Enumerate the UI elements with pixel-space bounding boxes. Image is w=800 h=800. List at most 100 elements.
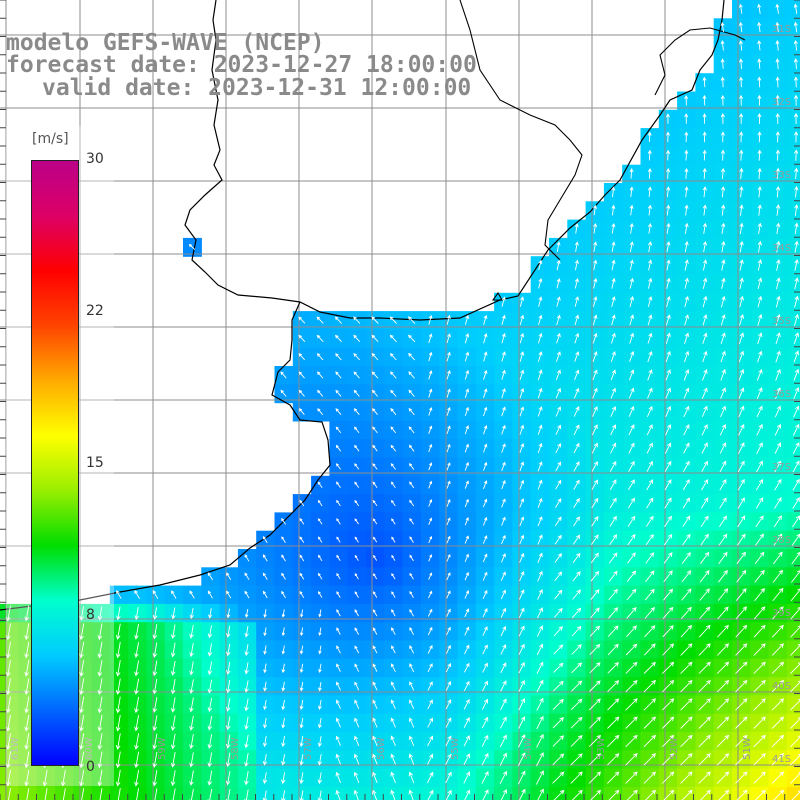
wind-arrow <box>482 662 488 673</box>
wind-arrow <box>372 426 378 434</box>
wind-arrow <box>79 769 85 787</box>
wind-arrow <box>738 332 745 345</box>
wind-arrow <box>464 644 470 655</box>
wind-arrow <box>134 769 140 787</box>
wind-arrow <box>720 314 726 326</box>
wind-arrow <box>757 277 763 290</box>
wind-arrow <box>115 696 121 714</box>
colorbar <box>31 160 79 766</box>
wind-arrow <box>702 314 708 326</box>
wind-arrow <box>24 678 30 696</box>
wind-arrow <box>354 663 360 672</box>
wind-arrow <box>280 371 287 379</box>
model-title: modelo GEFS-WAVE (NCEP) <box>6 30 325 56</box>
wind-arrow <box>737 442 745 454</box>
wind-arrow <box>299 736 304 748</box>
wind-arrow <box>482 535 488 544</box>
wind-arrow <box>608 552 618 564</box>
wind-arrow <box>335 735 341 746</box>
longitude-label: 55W <box>450 737 461 760</box>
wind-arrow <box>372 735 378 747</box>
wind-arrow <box>408 735 415 747</box>
wind-arrow <box>588 753 602 766</box>
wind-arrow <box>646 424 653 436</box>
wind-arrow <box>536 733 544 748</box>
wind-arrow <box>316 334 324 343</box>
wind-arrow <box>757 21 762 33</box>
wind-arrow <box>408 407 415 416</box>
wind-arrow <box>501 534 506 545</box>
wind-arrow <box>571 644 582 655</box>
wind-arrow <box>299 627 304 637</box>
wind-arrow <box>716 734 730 748</box>
wind-arrow <box>702 277 708 290</box>
wind-arrow <box>574 296 580 307</box>
wind-arrow <box>661 679 675 693</box>
wind-arrow <box>335 463 341 470</box>
wind-arrow <box>170 642 176 658</box>
wind-arrow <box>666 241 671 253</box>
wind-arrow <box>408 717 415 728</box>
wind-arrow <box>24 660 30 677</box>
wind-arrow <box>428 554 433 562</box>
wind-arrow <box>244 734 249 749</box>
wind-arrow <box>684 259 689 271</box>
wind-arrow <box>390 681 396 691</box>
wind-arrow <box>590 607 600 619</box>
wind-arrow <box>757 222 763 235</box>
wind-arrow <box>611 296 616 308</box>
wind-arrow <box>244 609 249 618</box>
wind-arrow <box>666 204 671 216</box>
wind-arrow <box>588 698 601 711</box>
colorbar-tick-30: 30 <box>86 151 104 167</box>
wind-arrow <box>134 606 140 621</box>
wind-arrow <box>262 754 268 766</box>
wind-arrow <box>647 204 653 216</box>
wind-cell <box>786 549 800 568</box>
wind-arrow <box>589 662 601 674</box>
wind-arrow <box>464 553 469 562</box>
wind-arrow <box>299 681 304 692</box>
wind-arrow <box>592 296 598 308</box>
wind-arrow <box>720 40 725 51</box>
wind-arrow <box>263 663 267 674</box>
wind-arrow <box>446 535 451 544</box>
wind-arrow <box>626 606 637 619</box>
wind-arrow <box>684 113 689 124</box>
wind-arrow <box>299 772 304 785</box>
wind-arrow <box>483 406 488 417</box>
wind-arrow <box>794 295 799 308</box>
wind-arrow <box>482 571 488 581</box>
wind-cell <box>786 18 800 38</box>
wind-cell <box>585 786 605 800</box>
wind-arrow <box>738 350 745 363</box>
wind-arrow <box>629 241 634 253</box>
wind-arrow <box>793 332 800 345</box>
wind-arrow <box>666 295 671 308</box>
wind-arrow <box>409 627 414 636</box>
wind-cell <box>786 713 800 733</box>
wind-arrow <box>774 442 782 454</box>
wind-arrow <box>482 498 488 508</box>
wind-arrow <box>757 240 763 253</box>
longitude-label: 59W <box>157 737 168 760</box>
wind-arrow <box>353 389 360 397</box>
wind-arrow <box>61 788 66 800</box>
wind-arrow <box>390 444 397 452</box>
wind-arrow <box>739 240 744 253</box>
wind-arrow <box>464 498 469 508</box>
wind-arrow <box>771 753 785 766</box>
wind-arrow <box>281 645 286 655</box>
wind-arrow <box>483 425 488 435</box>
wind-arrow <box>134 623 140 640</box>
wind-arrow <box>79 714 85 732</box>
wind-arrow <box>739 94 744 106</box>
wind-arrow <box>97 623 103 641</box>
wind-arrow <box>570 735 583 747</box>
wind-arrow <box>409 462 415 470</box>
wind-arrow <box>372 499 378 507</box>
wind-arrow <box>716 698 730 711</box>
wind-arrow <box>739 113 744 124</box>
wind-arrow <box>244 662 249 675</box>
wind-arrow <box>735 771 748 784</box>
